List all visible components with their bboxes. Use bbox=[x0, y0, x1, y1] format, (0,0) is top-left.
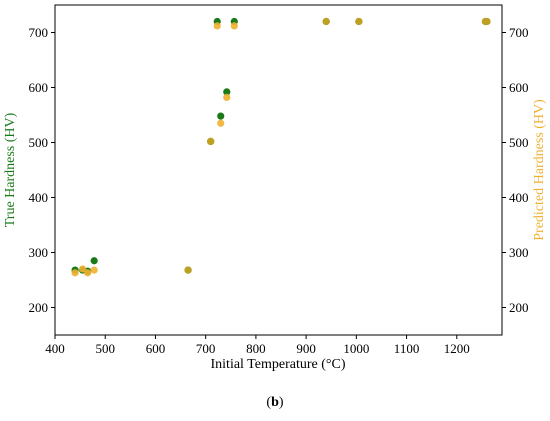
predicted-hardness-point bbox=[84, 269, 92, 277]
predicted-hardness-point bbox=[230, 22, 238, 30]
y-axis-right-title: Predicted Hardness (HV) bbox=[532, 99, 547, 241]
y-axis-left-title: True Hardness (HV) bbox=[3, 112, 18, 227]
x-tick-label: 700 bbox=[196, 341, 216, 356]
x-tick-label: 1000 bbox=[343, 341, 369, 356]
true-hardness-point bbox=[90, 257, 98, 265]
plot-frame bbox=[54, 4, 503, 336]
figure-caption: (b) bbox=[0, 395, 550, 411]
x-tick-label: 900 bbox=[296, 341, 316, 356]
caption-close: ) bbox=[278, 395, 284, 410]
predicted-hardness-point bbox=[223, 93, 231, 101]
x-tick-label: 1100 bbox=[394, 341, 420, 356]
predicted-hardness-point bbox=[483, 17, 491, 26]
y-right-tick-label: 500 bbox=[509, 135, 529, 150]
caption-letter: b bbox=[271, 395, 279, 410]
predicted-hardness-point bbox=[207, 137, 215, 145]
predicted-hardness-point bbox=[90, 266, 98, 274]
x-axis-ticks: 400 500 600 700 800 900 1000 1100 1200 bbox=[45, 335, 470, 356]
caption-open: ( bbox=[266, 395, 272, 410]
x-tick-label: 800 bbox=[246, 341, 266, 356]
predicted-hardness-point bbox=[79, 265, 87, 273]
predicted-hardness-point bbox=[355, 17, 363, 26]
y-right-tick-label: 600 bbox=[509, 80, 529, 95]
y-left-tick-label: 300 bbox=[29, 245, 49, 260]
x-tick-label: 1200 bbox=[444, 341, 470, 356]
predicted-hardness-point bbox=[184, 266, 192, 274]
y-axis-right-ticks: 200 300 400 500 600 700 bbox=[502, 25, 529, 315]
y-left-tick-label: 400 bbox=[29, 190, 49, 205]
predicted-hardness-point bbox=[217, 119, 225, 127]
y-axis-left-ticks: 200 300 400 500 600 700 bbox=[29, 25, 55, 315]
x-tick-label: 400 bbox=[45, 341, 65, 356]
data-points bbox=[71, 17, 491, 277]
y-left-tick-label: 500 bbox=[29, 135, 49, 150]
x-axis-title: Initial Temperature (°C) bbox=[211, 357, 346, 372]
y-left-tick-label: 700 bbox=[29, 25, 49, 40]
predicted-hardness-point bbox=[71, 269, 79, 277]
y-right-tick-label: 700 bbox=[509, 25, 529, 40]
y-right-tick-label: 400 bbox=[509, 190, 529, 205]
predicted-hardness-point bbox=[213, 22, 221, 30]
true-hardness-point bbox=[223, 88, 231, 96]
y-right-tick-label: 200 bbox=[509, 300, 529, 315]
x-tick-label: 500 bbox=[95, 341, 115, 356]
predicted-hardness-point bbox=[322, 17, 330, 26]
x-tick-label: 600 bbox=[146, 341, 166, 356]
y-right-tick-label: 300 bbox=[509, 245, 529, 260]
y-left-tick-label: 200 bbox=[29, 300, 49, 315]
y-left-tick-label: 600 bbox=[29, 80, 49, 95]
true-hardness-point bbox=[217, 112, 225, 120]
